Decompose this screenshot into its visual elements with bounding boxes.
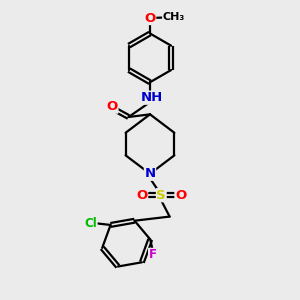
Text: CH₃: CH₃ — [163, 12, 185, 22]
Text: O: O — [175, 189, 186, 202]
Text: S: S — [157, 189, 166, 202]
Text: F: F — [148, 248, 157, 261]
Text: NH: NH — [141, 91, 163, 104]
Text: O: O — [144, 11, 156, 25]
Text: O: O — [136, 189, 148, 202]
Text: O: O — [106, 100, 118, 113]
Text: N: N — [144, 167, 156, 180]
Text: Cl: Cl — [84, 217, 97, 230]
